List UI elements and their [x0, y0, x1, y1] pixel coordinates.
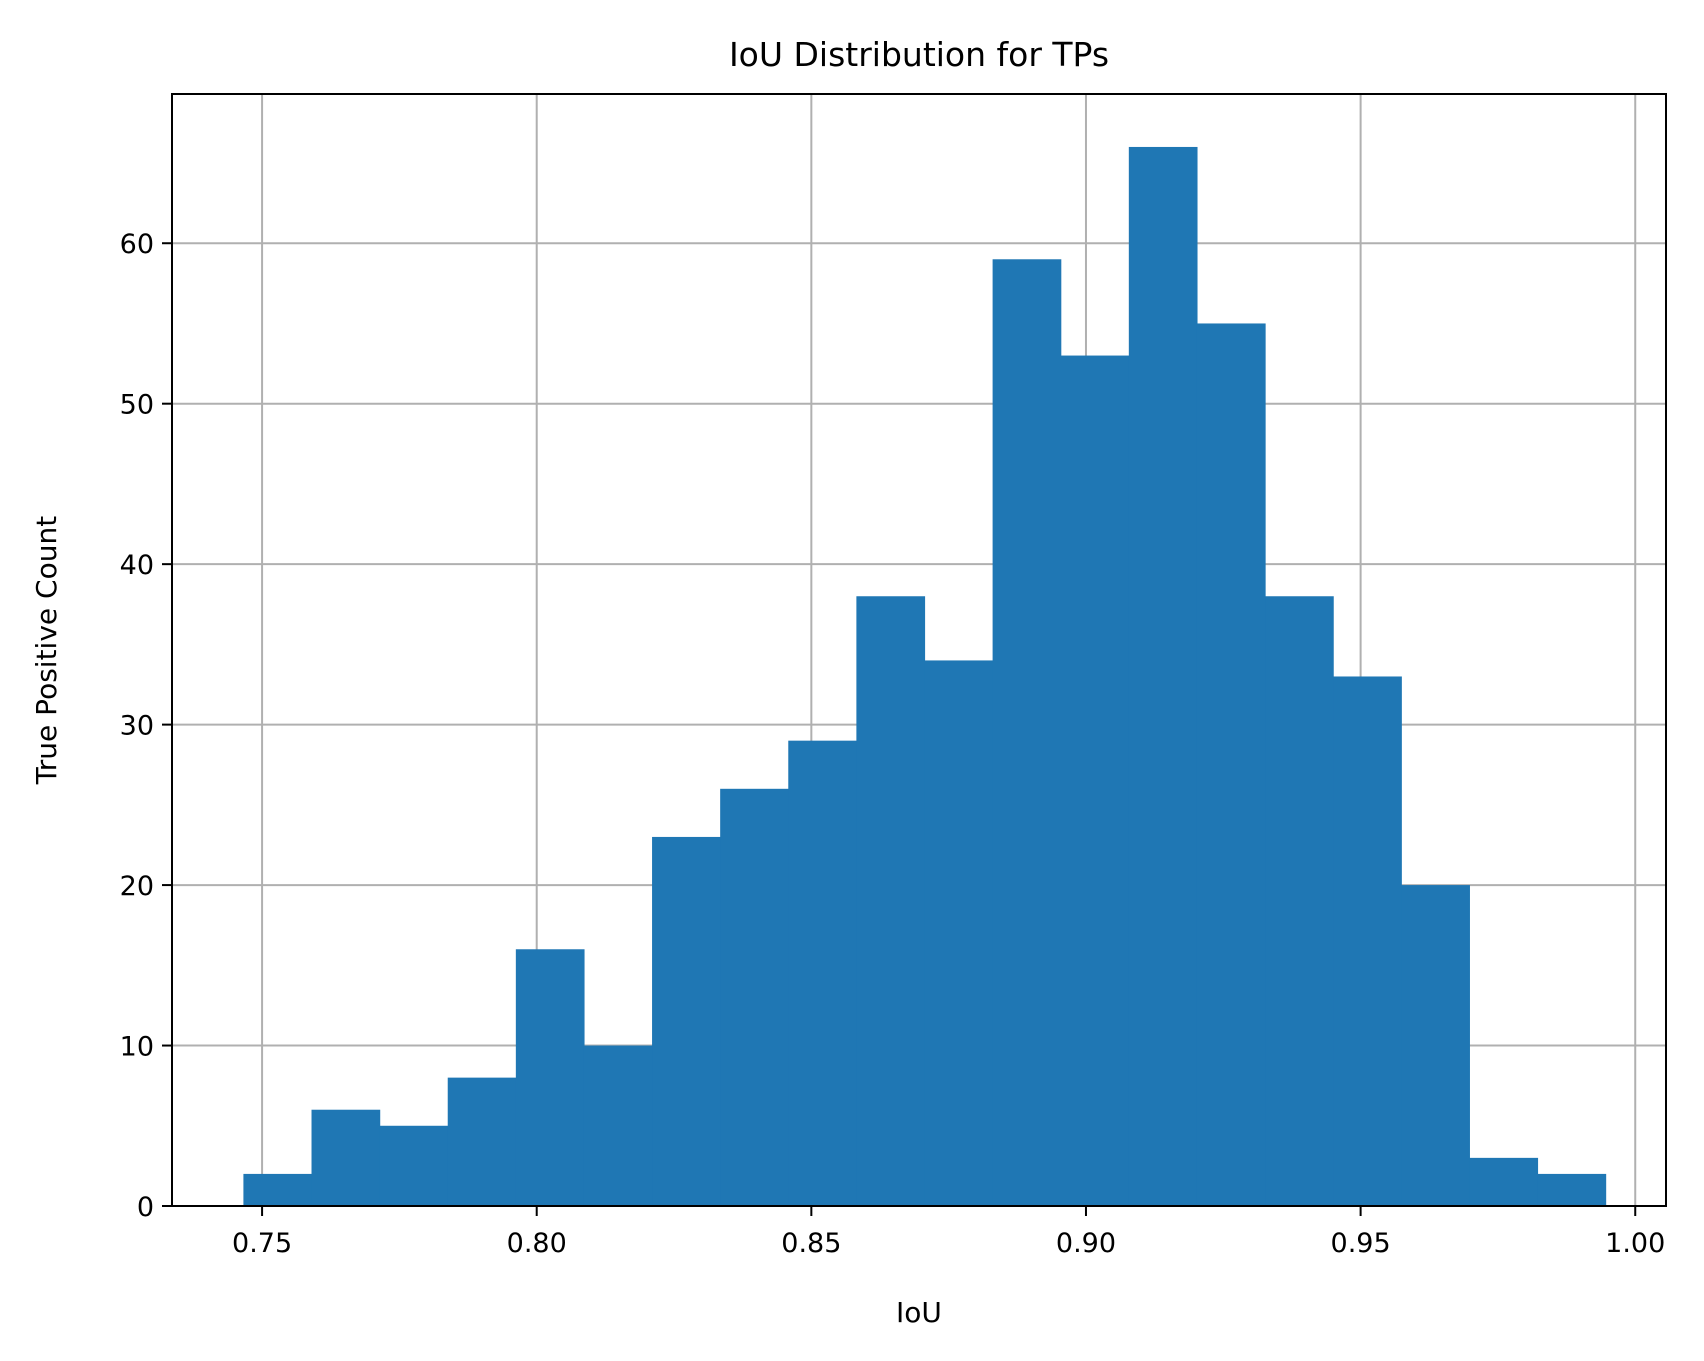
- histogram-bar: [992, 259, 1062, 1206]
- histogram-bar: [856, 596, 926, 1206]
- x-tick-label: 0.80: [507, 1228, 567, 1259]
- axis-ticks: 0.75 0.80 0.85 0.90 0.95 1.00 0 10 20 30 40 50 60: [120, 229, 1666, 1259]
- x-tick-label: 0.90: [1056, 1228, 1116, 1259]
- y-tick-label: 10: [120, 1032, 154, 1063]
- histogram-bars: [243, 146, 1607, 1206]
- x-axis-label: IoU: [896, 1296, 942, 1329]
- x-tick-label: 0.75: [232, 1228, 292, 1259]
- y-axis-label: True Positive Count: [30, 516, 63, 785]
- y-tick-label: 40: [120, 550, 154, 581]
- histogram-bar: [1265, 596, 1334, 1206]
- y-tick-label: 20: [120, 871, 154, 902]
- y-tick-label: 30: [120, 711, 154, 742]
- histogram-bar: [788, 740, 857, 1206]
- y-tick-label: 50: [120, 390, 154, 421]
- histogram-bar: [1196, 323, 1266, 1206]
- histogram-bar: [1060, 355, 1130, 1206]
- histogram-bar: [652, 836, 721, 1206]
- histogram-bar: [1537, 1173, 1607, 1206]
- histogram-bar: [447, 1077, 517, 1206]
- histogram-bar: [243, 1173, 313, 1206]
- histogram-bar: [583, 1045, 653, 1206]
- histogram-bar: [1401, 885, 1470, 1206]
- plot-frame: [171, 93, 1667, 1207]
- histogram-bar: [720, 788, 789, 1206]
- histogram-bar: [1333, 676, 1402, 1206]
- histogram-bar: [924, 660, 994, 1206]
- y-tick-label: 60: [120, 229, 154, 260]
- histogram-bar: [1469, 1157, 1539, 1206]
- histogram-bar: [515, 949, 585, 1206]
- chart-title: IoU Distribution for TPs: [729, 35, 1109, 74]
- x-tick-label: 0.85: [781, 1228, 841, 1259]
- x-tick-label: 0.95: [1331, 1228, 1391, 1259]
- x-tick-label: 1.00: [1605, 1228, 1665, 1259]
- histogram-bar: [311, 1109, 381, 1206]
- histogram-bar: [1128, 146, 1198, 1206]
- grid-lines: [172, 94, 1666, 1207]
- y-tick-label: 0: [137, 1192, 154, 1223]
- histogram-bar: [379, 1125, 449, 1206]
